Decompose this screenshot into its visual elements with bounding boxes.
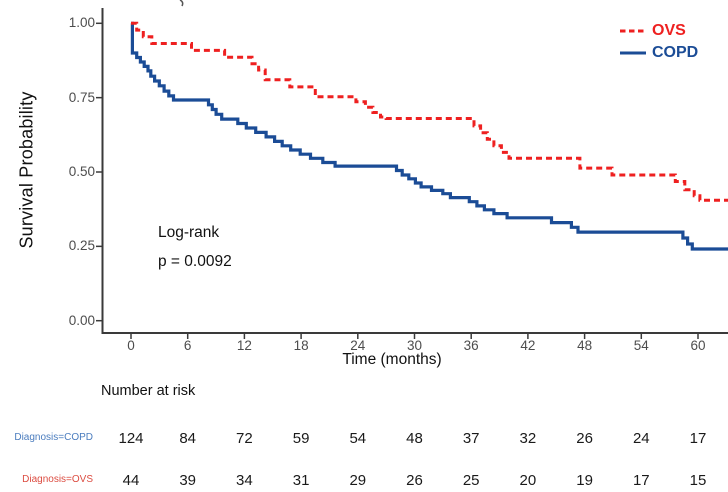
survival-plot-canvas [96,0,728,339]
risk-count-copd-30: 48 [406,430,423,447]
risk-count-ovs-42: 20 [519,472,537,489]
y-axis-title: Survival Probability [16,91,37,249]
risk-count-copd-24: 54 [349,430,367,447]
legend-label-ovs: OVS [652,22,686,39]
risk-count-copd-48: 26 [576,430,593,447]
legend: OVS COPD [620,22,698,66]
y-tick-label: 0.00 [68,312,95,328]
risk-row-label-copd: Diagnosis=COPD [14,432,93,443]
logrank-annotation: Log-rank [158,224,220,241]
risk-count-ovs-0: 44 [122,472,140,489]
legend-entry-copd: COPD [620,44,698,62]
legend-entry-ovs: OVS [620,22,698,40]
risk-count-ovs-6: 39 [179,472,197,489]
x-tick-label: 0 [127,338,135,353]
curve-copd [130,21,728,251]
curve-ovs [131,21,728,202]
risk-count-ovs-48: 19 [576,472,593,489]
risk-count-ovs-36: 25 [462,472,480,489]
x-tick-label: 30 [406,338,423,353]
x-tick-label: 54 [633,338,649,353]
x-tick-label: 12 [236,338,252,353]
risk-count-copd-54: 24 [632,430,650,447]
risk-count-copd-12: 72 [236,430,253,447]
risk-count-copd-6: 84 [179,430,197,447]
x-axis-title: Time (months) [342,351,442,368]
risk-count-ovs-18: 31 [292,472,310,489]
x-tick-label: 6 [183,338,192,353]
y-tick-label: 1.00 [68,15,95,31]
legend-label-copd: COPD [652,44,699,61]
y-tick-label: 0.75 [68,89,95,105]
copd-solid-line-icon [620,51,646,55]
risk-count-ovs-12: 34 [236,472,253,489]
pvalue-annotation: p = 0.0092 [158,253,232,270]
risk-table-title: Number at risk [101,383,196,399]
risk-count-copd-18: 59 [292,430,310,447]
cropped-title-mark [179,0,184,7]
y-tick-label: 0.25 [68,238,95,254]
risk-count-ovs-30: 26 [406,472,423,489]
x-tick-label: 36 [463,338,479,353]
x-tick-label: 60 [690,338,706,353]
x-tick-label: 24 [350,338,366,353]
x-tick-label: 48 [577,338,593,353]
risk-count-ovs-54: 17 [632,472,650,489]
risk-count-copd-60: 17 [689,430,707,447]
y-tick-label: 0.50 [68,164,95,179]
ovs-dashed-line-icon [620,29,646,33]
risk-count-copd-36: 37 [462,430,480,447]
risk-count-ovs-60: 15 [689,472,707,489]
risk-count-copd-0: 124 [118,430,144,447]
x-tick-label: 18 [293,338,309,353]
risk-count-copd-42: 32 [519,430,537,447]
risk-count-ovs-24: 29 [349,472,367,489]
x-tick-label: 42 [520,338,536,353]
risk-row-label-ovs: Diagnosis=OVS [22,474,93,485]
